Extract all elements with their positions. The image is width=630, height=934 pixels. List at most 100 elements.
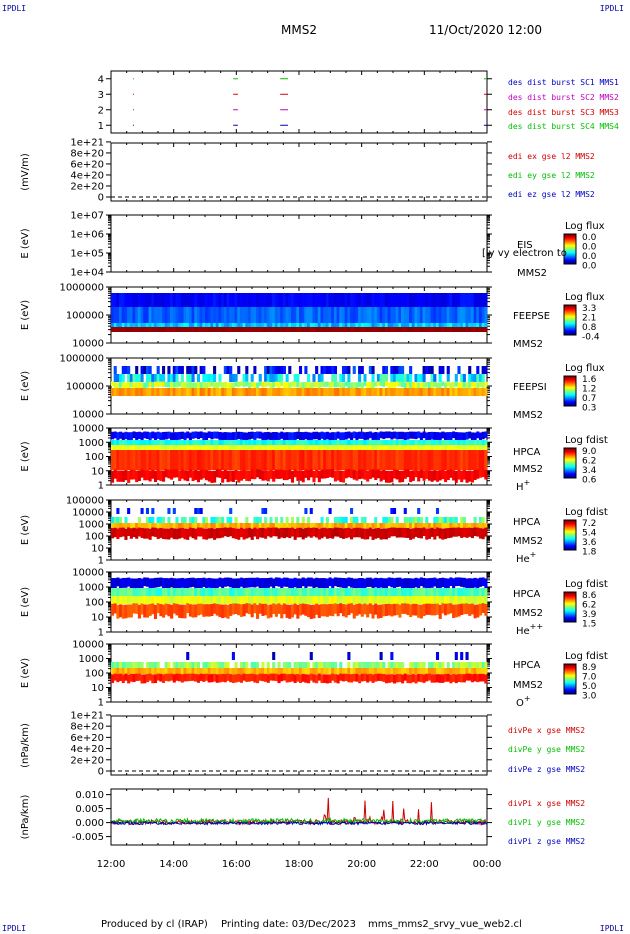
hpca-h-panel-cell	[143, 470, 147, 481]
hpca-hepp-panel-colorbar-swatch	[564, 609, 576, 611]
feepsi-panel-cell	[398, 366, 402, 374]
feepse-panel-cell	[312, 293, 316, 307]
hpca-h-panel-cell	[202, 450, 206, 470]
hpca-hepp-panel-cell	[239, 596, 243, 604]
hpca-hepp-panel-cell	[153, 588, 158, 596]
feepsi-panel-cell	[438, 366, 442, 374]
hpca-h-panel-cell	[277, 450, 281, 470]
hpca-h-panel-cell	[213, 440, 217, 445]
hpca-h-panel-cell	[414, 440, 418, 445]
hpca-o-panel-cell	[435, 662, 440, 668]
hpca-h-panel-cell	[406, 469, 410, 478]
feepsi-panel-cell	[274, 381, 278, 387]
hpca-h-panel-cell	[312, 450, 316, 470]
hpca-h-panel-cell	[401, 470, 405, 483]
hpca-h-panel-cell	[339, 445, 343, 450]
hpca-he-panel-cell	[151, 508, 155, 514]
feepse-panel-cell	[282, 327, 286, 332]
hpca-o-panel-cell	[274, 673, 278, 682]
hpca-hepp-panel-cell	[339, 596, 343, 604]
hpca-hepp-panel-cell	[296, 578, 300, 590]
hpca-h-panel-cell	[151, 431, 155, 439]
hpca-o-panel-cell	[457, 673, 461, 682]
feepsi-panel-cell	[484, 381, 488, 387]
feepsi-panel-cell	[199, 382, 203, 389]
hpca-h-panel-cell	[331, 440, 335, 445]
hpca-he-panel-cell	[274, 527, 278, 537]
hpca-o-panel-cell	[414, 668, 418, 674]
hpca-h-panel-cell	[167, 445, 171, 450]
feepsi-panel-cell	[280, 381, 284, 387]
hpca-hepp-panel-cell	[360, 604, 364, 617]
hpca-o-panel-cell	[256, 674, 260, 684]
hpca-he-panel-cell	[425, 523, 429, 528]
feepsi-panel-cell	[250, 374, 254, 382]
hpca-he-panel-colorbar-swatch	[564, 541, 576, 543]
hpca-o-panel-cell	[229, 674, 233, 683]
hpca-h-panel-cell	[277, 440, 281, 445]
hpca-o-panel-cell	[213, 668, 217, 674]
hpca-o-panel-cell	[293, 674, 297, 683]
hpca-he-panel-cell	[205, 528, 209, 540]
hpca-h-panel-cell	[414, 450, 418, 470]
hpca-o-panel-cell	[148, 668, 152, 674]
hpca-hepp-panel-cell	[143, 588, 147, 596]
hpca-hepp-panel-cell	[384, 596, 389, 604]
hpca-h-panel-cell	[269, 440, 273, 445]
hpca-o-panel-cell	[328, 662, 332, 668]
hpca-h-panel-cell	[215, 440, 219, 445]
feepsi-panel-cell	[266, 388, 270, 396]
hpca-he-panel-cell	[333, 523, 337, 528]
hpca-h-panel-cell	[457, 450, 461, 470]
feepsi-panel-cell	[140, 374, 144, 382]
hpca-o-panel-cell	[350, 668, 354, 674]
feepsi-panel-cell	[360, 366, 364, 374]
feepse-panel-cell	[395, 307, 399, 323]
hpca-he-panel-cell	[277, 528, 281, 539]
feepse-panel-colorbar-title: Log flux	[565, 292, 605, 303]
hpca-h-panel-cell	[347, 450, 351, 470]
feepse-panel-cell	[124, 327, 128, 332]
hpca-hepp-panel-cell	[242, 578, 246, 589]
hpca-h-panel-cell	[446, 450, 450, 470]
feepse-panel-cell	[266, 293, 270, 307]
feepsi-panel-cell	[170, 374, 174, 382]
x-axis-tick-label: 16:00	[222, 859, 251, 870]
hpca-o-panel-cell	[452, 662, 456, 668]
hpca-o-panel-cell	[285, 674, 289, 683]
hpca-hepp-panel-ytick-label: 100	[85, 598, 104, 609]
hpca-h-panel-cell	[175, 450, 179, 470]
hpca-he-panel-cell	[446, 523, 450, 528]
hpca-hepp-panel-cell	[145, 604, 149, 618]
hpca-o-panel-cell	[355, 668, 359, 674]
hpca-o-panel-cell	[140, 662, 144, 668]
hpca-hepp-panel-cell	[430, 603, 434, 616]
hpca-o-panel-cell	[419, 662, 423, 668]
feepse-panel-cell	[205, 293, 209, 307]
hpca-he-panel-cell	[194, 508, 198, 514]
hpca-o-panel-cell	[290, 673, 295, 682]
feepse-panel-colorbar-swatch	[564, 325, 576, 327]
hpca-hepp-panel-cell	[121, 604, 125, 619]
feepse-panel-cell	[218, 293, 222, 307]
feepse-panel-cell	[435, 323, 440, 327]
feepse-panel-cell	[414, 323, 418, 327]
hpca-h-panel-cell	[352, 431, 356, 439]
feepsi-panel-cell	[395, 381, 399, 387]
hpca-o-panel-cell	[215, 662, 219, 668]
hpca-hepp-panel-cell	[325, 578, 329, 590]
hpca-hepp-panel-cell	[162, 588, 166, 596]
feepse-panel-cell	[277, 323, 281, 327]
hpca-h-panel-instrument: HPCA	[513, 447, 541, 458]
feepsi-panel-cell	[124, 388, 128, 396]
hpca-h-panel-cell	[331, 450, 335, 470]
feepsi-panel-cell	[401, 388, 405, 396]
hpca-hepp-panel-cell	[194, 578, 198, 589]
hpca-he-panel-cell	[245, 528, 249, 539]
eis-panel-colorbar-swatch	[564, 252, 576, 254]
feepse-panel-cell	[113, 323, 117, 327]
feepsi-panel-cell	[395, 366, 399, 374]
hpca-hepp-panel-cell	[409, 588, 413, 596]
hpca-he-panel-ytick-label: 10	[91, 544, 104, 555]
hpca-o-panel-cell	[476, 662, 480, 668]
